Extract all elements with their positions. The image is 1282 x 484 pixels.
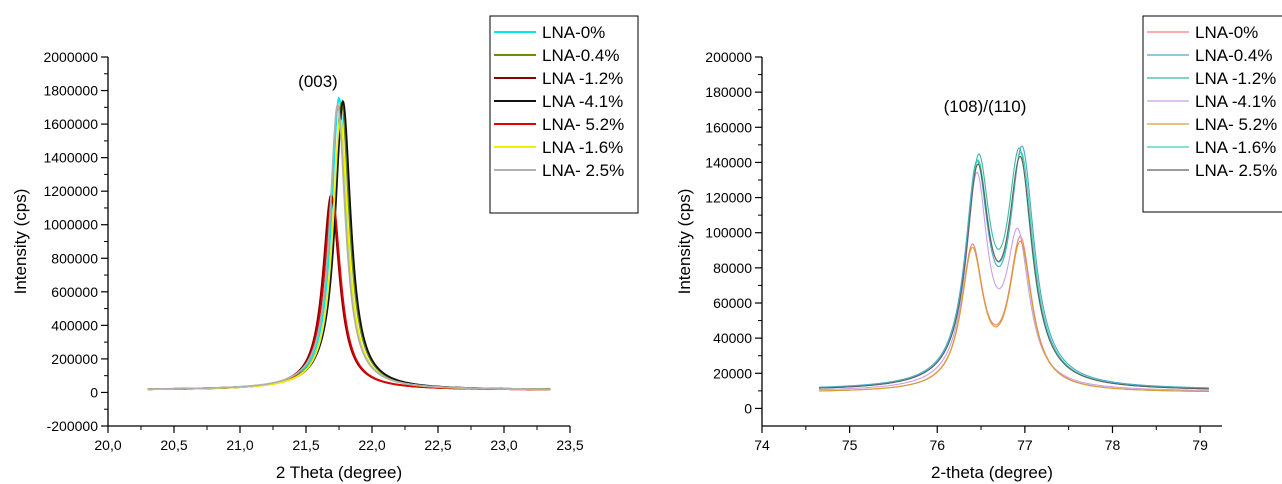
series-line-3 [147,194,551,391]
y-tick-label: 20000 [713,365,752,381]
y-tick-label: 400000 [51,317,98,333]
legend-label: LNA- 2.5% [1195,161,1277,180]
x-tick-label: 22,5 [424,437,451,453]
y-tick-label: 180000 [705,84,752,100]
y-tick-label: -200000 [47,418,99,434]
y-tick-label: 1000000 [43,217,98,233]
y-tick-label: 0 [90,384,98,400]
y-tick-label: 100000 [705,225,752,241]
legend-label: LNA -1.6% [542,138,623,157]
x-tick-label: 77 [1017,437,1033,453]
x-tick-label: 21,0 [226,437,253,453]
x-tick-label: 23,5 [556,437,583,453]
y-tick-label: 1400000 [43,150,98,166]
series-line-7 [818,155,1209,390]
y-tick-label: 1200000 [43,183,98,199]
legend: LNA-0% LNA-0.4% LNA -1.2% LNA -4.1% LNA- 5.2… [489,15,639,214]
x-tick-label: 78 [1105,437,1121,453]
legend-label: LNA- 5.2% [542,115,624,134]
legend-label: LNA -4.1% [542,92,623,111]
legend-label: LNA -1.2% [1195,69,1276,88]
y-tick-label: 2000000 [43,49,98,65]
x-tick-label: 76 [929,437,945,453]
y-axis-label: Intensity (cps) [675,189,694,295]
y-tick-label: 120000 [705,190,752,206]
x-tick-label: 22,0 [358,437,385,453]
peak-annotation: (003) [298,72,338,91]
chart-2: 74 75 76 77 78 79 0 20000 40000 60000 80000 100000 1… [675,15,1282,482]
y-tick-label: 600000 [51,284,98,300]
legend-label: LNA-0.4% [1195,46,1272,65]
y-tick-label: 80000 [713,260,752,276]
legend-box [1142,15,1282,213]
x-tick-label: 20,0 [94,437,121,453]
y-tick-label: 0 [744,400,752,416]
y-tick-label: 1600000 [43,116,98,132]
y-tick-label: 60000 [713,295,752,311]
legend-label: LNA- 5.2% [1195,115,1277,134]
x-tick-label: 23,0 [490,437,517,453]
legend-label: LNA- 2.5% [542,161,624,180]
peak-annotation: (108)/(110) [944,97,1027,116]
series-line-4 [818,171,1209,391]
y-tick-label: 800000 [51,250,98,266]
legend-box [489,15,639,214]
y-tick-label: 40000 [713,330,752,346]
chart-1: 20,0 20,5 21,0 21,5 22,0 22,5 23,0 23,5 -200000 0… [11,15,639,482]
series-line-5 [818,240,1209,392]
x-tick-label: 75 [842,437,858,453]
series-line-1 [818,235,1209,392]
legend-label: LNA-0.4% [542,46,619,65]
legend: LNA-0% LNA-0.4% LNA -1.2% LNA -4.1% LNA- 5.2… [1142,15,1282,213]
legend-label: LNA-0% [1195,23,1258,42]
series-line-7 [147,103,551,391]
legend-label: LNA -1.6% [1195,138,1276,157]
y-tick-label: 200000 [51,351,98,367]
x-axis-label: 2 Theta (degree) [276,463,402,482]
y-tick-label: 1800000 [43,83,98,99]
y-tick-label: 140000 [705,154,752,170]
y-tick-label: 200000 [705,49,752,65]
x-tick-label: 21,5 [292,437,319,453]
legend-label: LNA-0% [542,23,605,42]
series-line-5 [147,197,551,391]
y-axis-label: Intensity (cps) [11,189,30,295]
legend-label: LNA -4.1% [1195,92,1276,111]
legend-label: LNA -1.2% [542,69,623,88]
x-tick-label: 20,5 [160,437,187,453]
x-tick-label: 74 [754,437,770,453]
x-tick-label: 79 [1192,437,1208,453]
x-axis-label: 2-theta (degree) [931,463,1053,482]
y-tick-label: 160000 [705,119,752,135]
